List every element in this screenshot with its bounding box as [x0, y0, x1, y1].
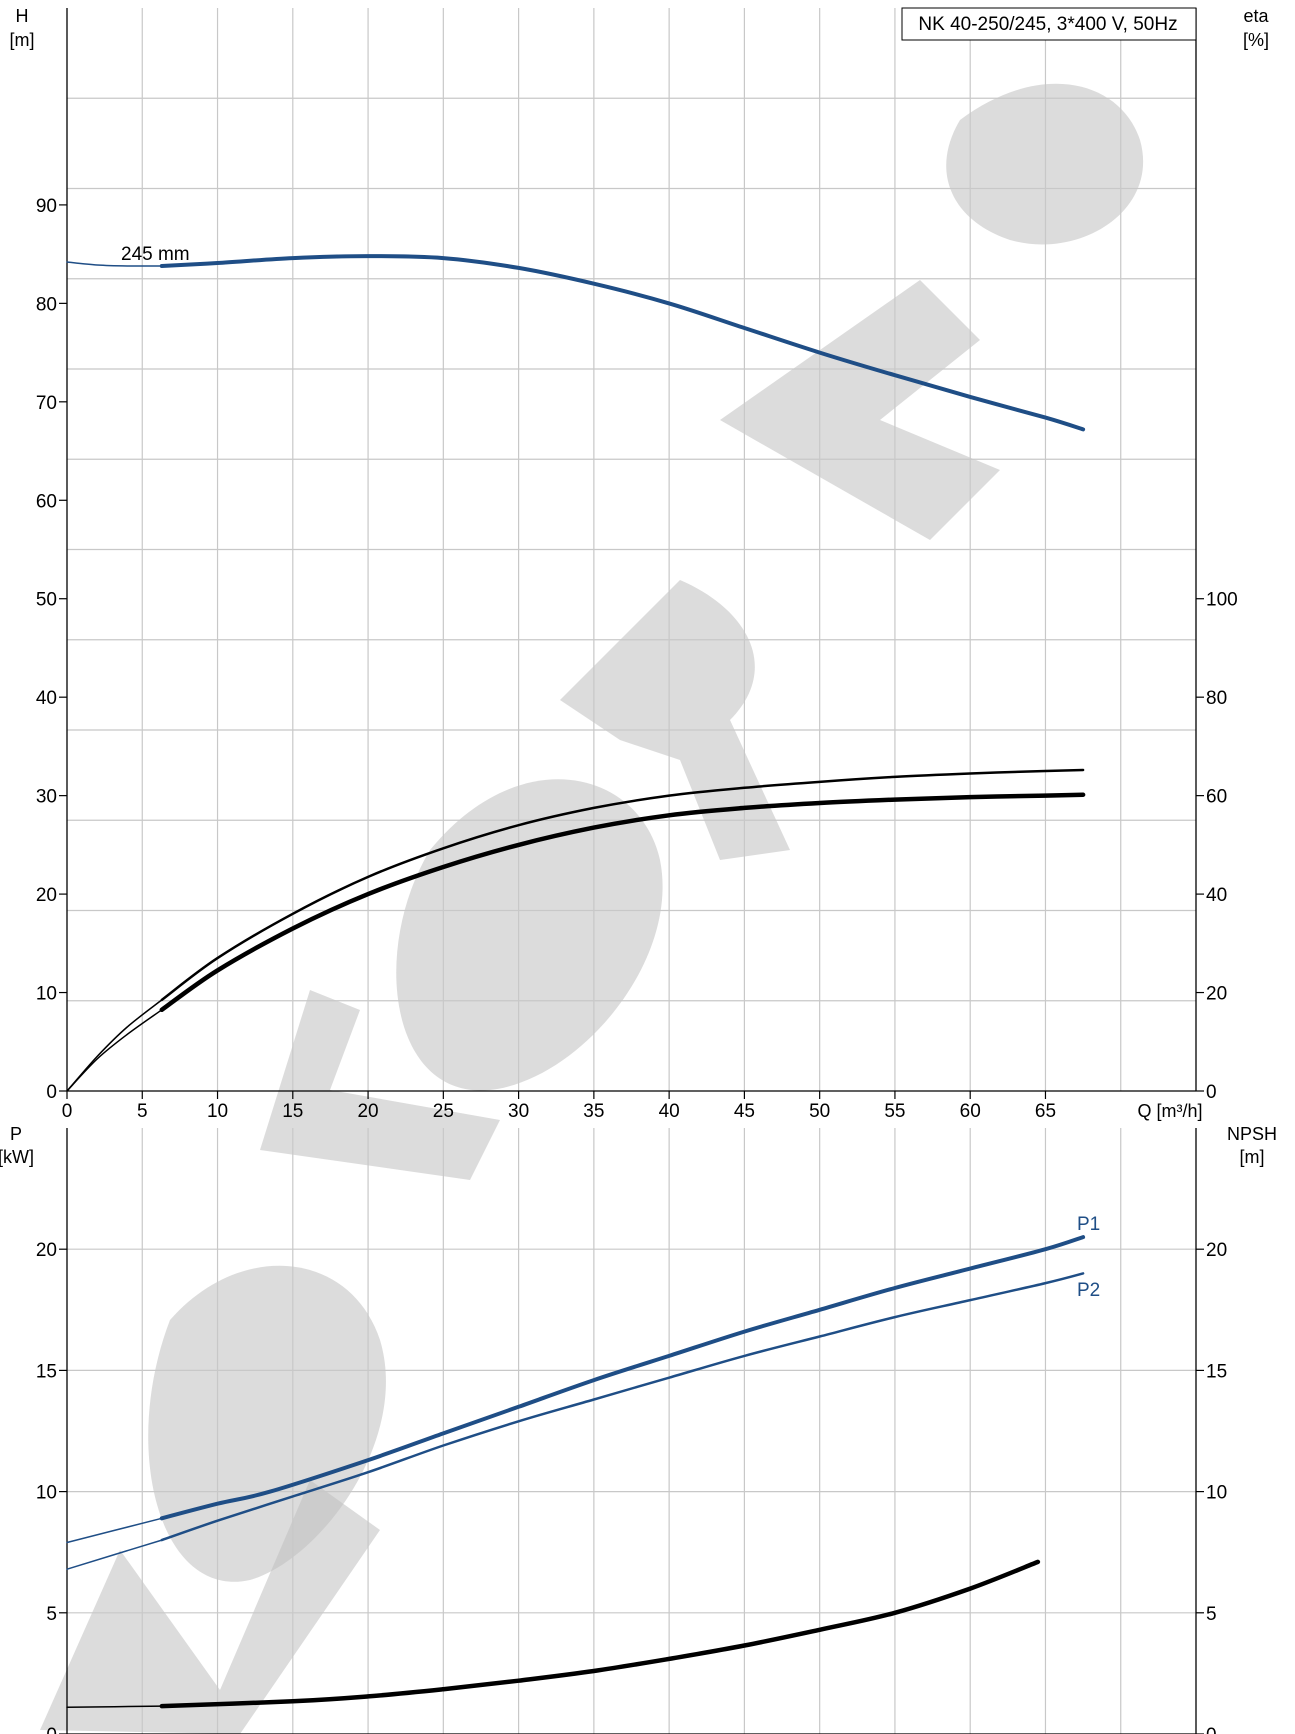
right-tick-label: 5	[1206, 1604, 1217, 1625]
p1-label: P1	[1077, 1214, 1100, 1235]
left-tick-label: 5	[46, 1604, 57, 1625]
watermark-shape-4	[396, 779, 663, 1091]
x-tick-label: 10	[207, 1101, 228, 1122]
upper-x-axis-label: Q [m³/h]	[1137, 1101, 1202, 1121]
title-frame	[901, 7, 1197, 41]
watermark-shape-7	[946, 83, 1144, 245]
chart-panel-lower: 0 5 10 15 20 0 5 10 15 20	[36, 1128, 1227, 1734]
left-tick-label: 0	[46, 1725, 57, 1734]
lower-left-axis-label-2: [kW]	[0, 1147, 34, 1167]
x-tick-label: 45	[734, 1101, 755, 1122]
x-tick-label: 60	[960, 1101, 981, 1122]
left-tick-label: 0	[46, 1082, 57, 1103]
chart-panel-upper: 0 10 20 30 40 50 60 70 80 90 0 20 40 60 80 100 0 5 10 15 20 2…	[36, 8, 1238, 1122]
curve-upper-2	[159, 254, 1086, 432]
upper-right-axis-label-1: eta	[1243, 6, 1269, 26]
curve-lower-5	[66, 1705, 163, 1709]
chart-title: NK 40-250/245, 3*400 V, 50Hz	[918, 14, 1177, 35]
x-tick-label: 55	[884, 1101, 905, 1122]
lower-left-axis-label-1: P	[10, 1124, 22, 1144]
curve-upper-3	[66, 999, 163, 1092]
curve-lower-1	[66, 1517, 163, 1544]
left-tick-label: 50	[36, 590, 57, 611]
curve-lower-2	[159, 1235, 1086, 1521]
x-tick-label: 15	[282, 1101, 303, 1122]
curve-lower-6	[159, 1559, 1041, 1709]
x-tick-label: 35	[583, 1101, 604, 1122]
chart-title-box: NK 40-250/245, 3*400 V, 50Hz	[901, 7, 1197, 41]
left-tick-label: 60	[36, 491, 57, 512]
x-tick-label: 30	[508, 1101, 529, 1122]
left-tick-label: 80	[36, 294, 57, 315]
watermark-shape-3	[260, 990, 500, 1180]
right-tick-label: 80	[1206, 688, 1227, 709]
right-tick-label: 60	[1206, 787, 1227, 808]
left-tick-label: 10	[36, 984, 57, 1005]
curve-upper-1	[66, 261, 163, 267]
x-tick-label: 25	[433, 1101, 454, 1122]
left-tick-label: 20	[36, 885, 57, 906]
right-tick-label: 0	[1206, 1725, 1217, 1734]
curve-upper-6	[159, 792, 1086, 1013]
curve-upper-4	[160, 768, 1085, 1002]
right-tick-label: 40	[1206, 885, 1227, 906]
x-tick-label: 40	[659, 1101, 680, 1122]
x-tick-label: 65	[1035, 1101, 1056, 1122]
p2-label: P2	[1077, 1280, 1100, 1301]
curve-lower-3	[66, 1539, 163, 1570]
upper-right-axis-label-2: [%]	[1243, 30, 1269, 50]
left-tick-label: 90	[36, 196, 57, 217]
curve-upper-5	[66, 1009, 163, 1092]
left-tick-label: 30	[36, 787, 57, 808]
x-tick-label: 5	[137, 1101, 148, 1122]
right-tick-label: 10	[1206, 1483, 1227, 1504]
curve-lower-4	[160, 1272, 1085, 1542]
right-tick-label: 20	[1206, 984, 1227, 1005]
right-tick-label: 20	[1206, 1240, 1227, 1261]
x-tick-label: 0	[62, 1101, 73, 1122]
left-tick-label: 15	[36, 1361, 57, 1382]
left-tick-label: 20	[36, 1240, 57, 1261]
upper-left-axis-label-1: H	[16, 6, 29, 26]
left-tick-label: 40	[36, 688, 57, 709]
right-tick-label: 100	[1206, 590, 1238, 611]
lower-right-axis-label-1: NPSH	[1227, 1124, 1277, 1144]
x-tick-label: 20	[357, 1101, 378, 1122]
lower-right-axis-label-2: [m]	[1240, 1147, 1265, 1167]
impeller-diameter-label: 245 mm	[121, 244, 190, 265]
x-tick-label: 50	[809, 1101, 830, 1122]
left-tick-label: 70	[36, 393, 57, 414]
watermark-shape-6	[720, 280, 1000, 540]
upper-left-axis-label-2: [m]	[10, 30, 35, 50]
right-tick-label: 15	[1206, 1361, 1227, 1382]
right-tick-label: 0	[1206, 1082, 1217, 1103]
watermark-shape-2	[148, 1265, 386, 1582]
left-tick-label: 10	[36, 1483, 57, 1504]
